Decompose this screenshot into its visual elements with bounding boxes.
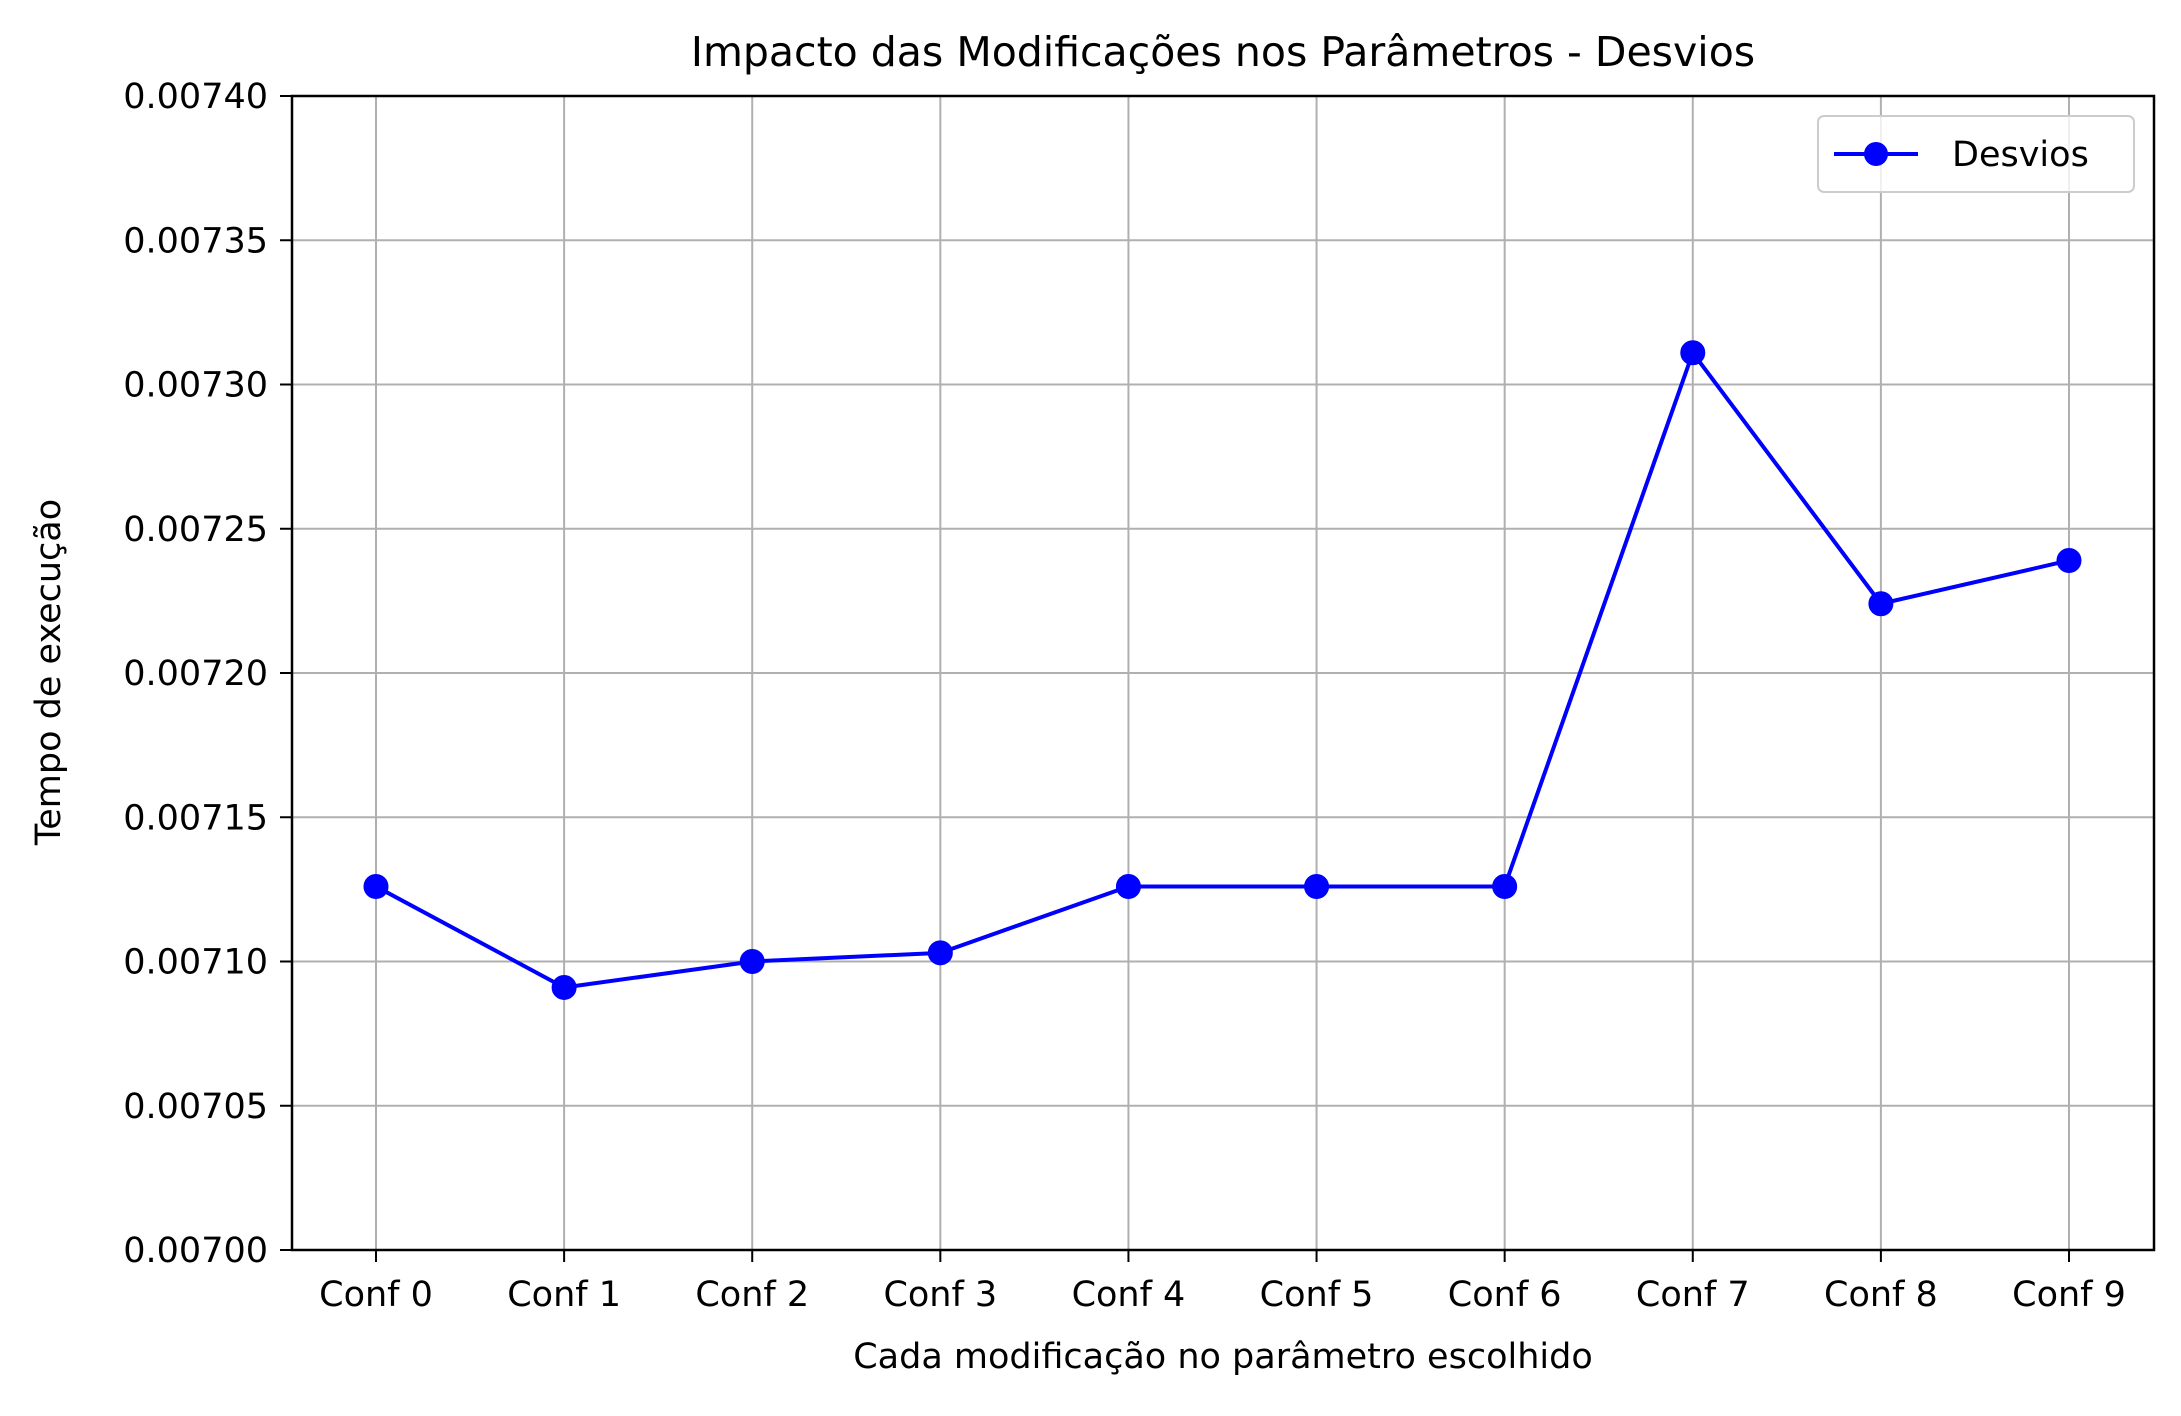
y-tick-label: 0.00700: [123, 1231, 268, 1271]
legend-box: [1817, 115, 2135, 193]
data-point: [927, 940, 953, 966]
data-point: [739, 949, 765, 974]
data-point: [1115, 873, 1141, 899]
x-tick-label: Conf 0: [319, 1275, 433, 1315]
data-point: [551, 974, 577, 1000]
y-tick-label: 0.00710: [123, 943, 268, 983]
data-point: [1680, 340, 1706, 366]
x-tick-label: Conf 1: [507, 1275, 621, 1315]
x-tick-label: Conf 8: [1824, 1275, 1938, 1315]
y-tick-label: 0.00715: [123, 798, 268, 838]
y-tick-label: 0.00740: [123, 77, 268, 117]
y-tick-label: 0.00730: [123, 366, 268, 406]
chart-title: Impacto das Modificações nos Parâmetros …: [691, 28, 1755, 76]
axes: 0.00700 0.00705 0.00710 0.00715 0.00720 0.007…: [123, 77, 2156, 1315]
y-tick-label: 0.00725: [123, 510, 268, 550]
data-point: [1304, 873, 1330, 899]
x-tick-label: Conf 4: [1072, 1275, 1186, 1315]
data-point: [1492, 873, 1518, 899]
x-tick-label: Conf 2: [695, 1275, 809, 1315]
series-line-desvios: [375, 350, 2070, 990]
x-axis-title: Cada modificação no parâmetro escolhido: [853, 1337, 1593, 1377]
y-axis-title: Tempo de execução: [29, 499, 69, 846]
series-layer: [363, 340, 2082, 1000]
legend: Desvios: [1817, 115, 2135, 193]
legend-label: Desvios: [1952, 135, 2089, 175]
legend-marker-swatch: [1864, 142, 1888, 166]
x-tick-label: Conf 3: [883, 1275, 997, 1315]
data-point: [1868, 591, 1894, 617]
x-tick-label: Conf 9: [2012, 1275, 2126, 1315]
y-tick-label: 0.00705: [123, 1087, 268, 1127]
plot-frame: [290, 94, 2156, 1252]
grid: [292, 95, 2154, 1251]
y-tick-label: 0.00720: [123, 654, 268, 694]
data-point: [363, 873, 389, 899]
x-tick-label: Conf 5: [1260, 1275, 1374, 1315]
data-point: [2056, 547, 2082, 573]
y-tick-label: 0.00735: [123, 221, 268, 261]
x-tick-label: Conf 6: [1448, 1275, 1562, 1315]
x-tick-label: Conf 7: [1636, 1275, 1750, 1315]
